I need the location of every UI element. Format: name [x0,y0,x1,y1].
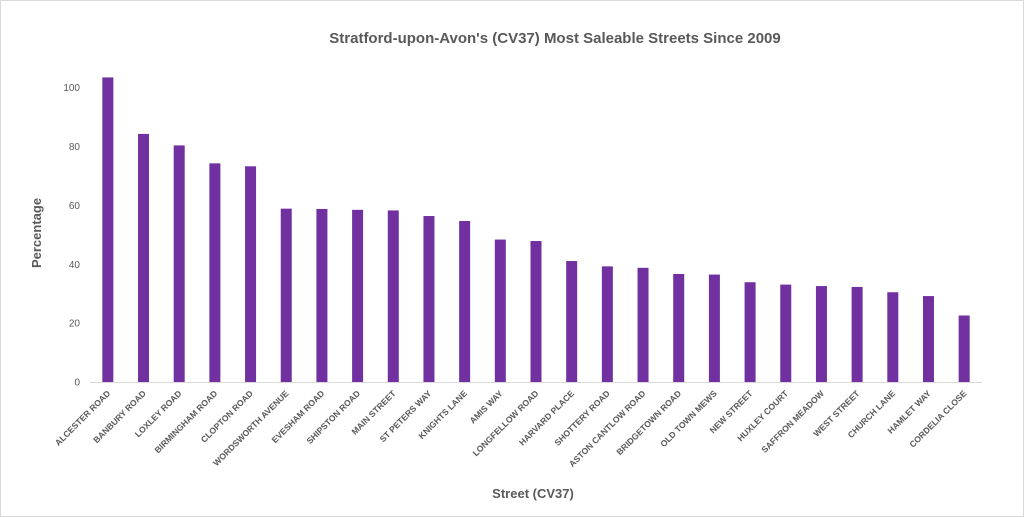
x-axis-title: Street (CV37) [492,486,574,501]
y-tick-label: 20 [69,319,81,330]
bar [851,286,863,382]
bar [815,286,827,382]
bar [922,296,934,382]
x-tick-label: LONGFELLOW ROAD [471,388,541,458]
y-tick-label: 80 [69,142,81,153]
bar [744,282,756,382]
x-tick-label: AMIS WAY [467,388,504,425]
bar [637,267,649,382]
bar [459,221,471,382]
bar [708,274,720,382]
bar [601,266,613,382]
x-tick-label: BRIDGETOWN ROAD [614,388,683,457]
bar [566,261,578,382]
y-tick-label: 60 [69,201,81,212]
y-tick-label: 100 [63,83,80,94]
bar [102,77,114,383]
bar [780,284,792,382]
bar [530,241,542,382]
y-axis-title: Percentage [29,198,44,268]
bar [173,145,185,382]
bar [352,209,364,382]
y-tick-label: 0 [74,378,80,389]
x-tick-label: SAFFRON MEADOW [759,388,826,455]
bar-series [102,77,970,383]
bar [887,292,899,382]
bar [673,273,685,382]
bar [138,133,150,382]
bar [494,239,506,382]
chart-title: Stratford-upon-Avon's (CV37) Most Saleab… [329,30,780,47]
bar [423,216,435,382]
bar [387,210,399,382]
bar [280,208,292,382]
bar [316,208,328,382]
bar [958,315,970,382]
x-tick-label: BIRMINGHAM ROAD [152,388,219,455]
y-axis-ticks: 0 20 40 60 80 100 [63,83,80,388]
bar [209,163,221,382]
y-tick-label: 40 [69,260,81,271]
bar [245,166,257,382]
